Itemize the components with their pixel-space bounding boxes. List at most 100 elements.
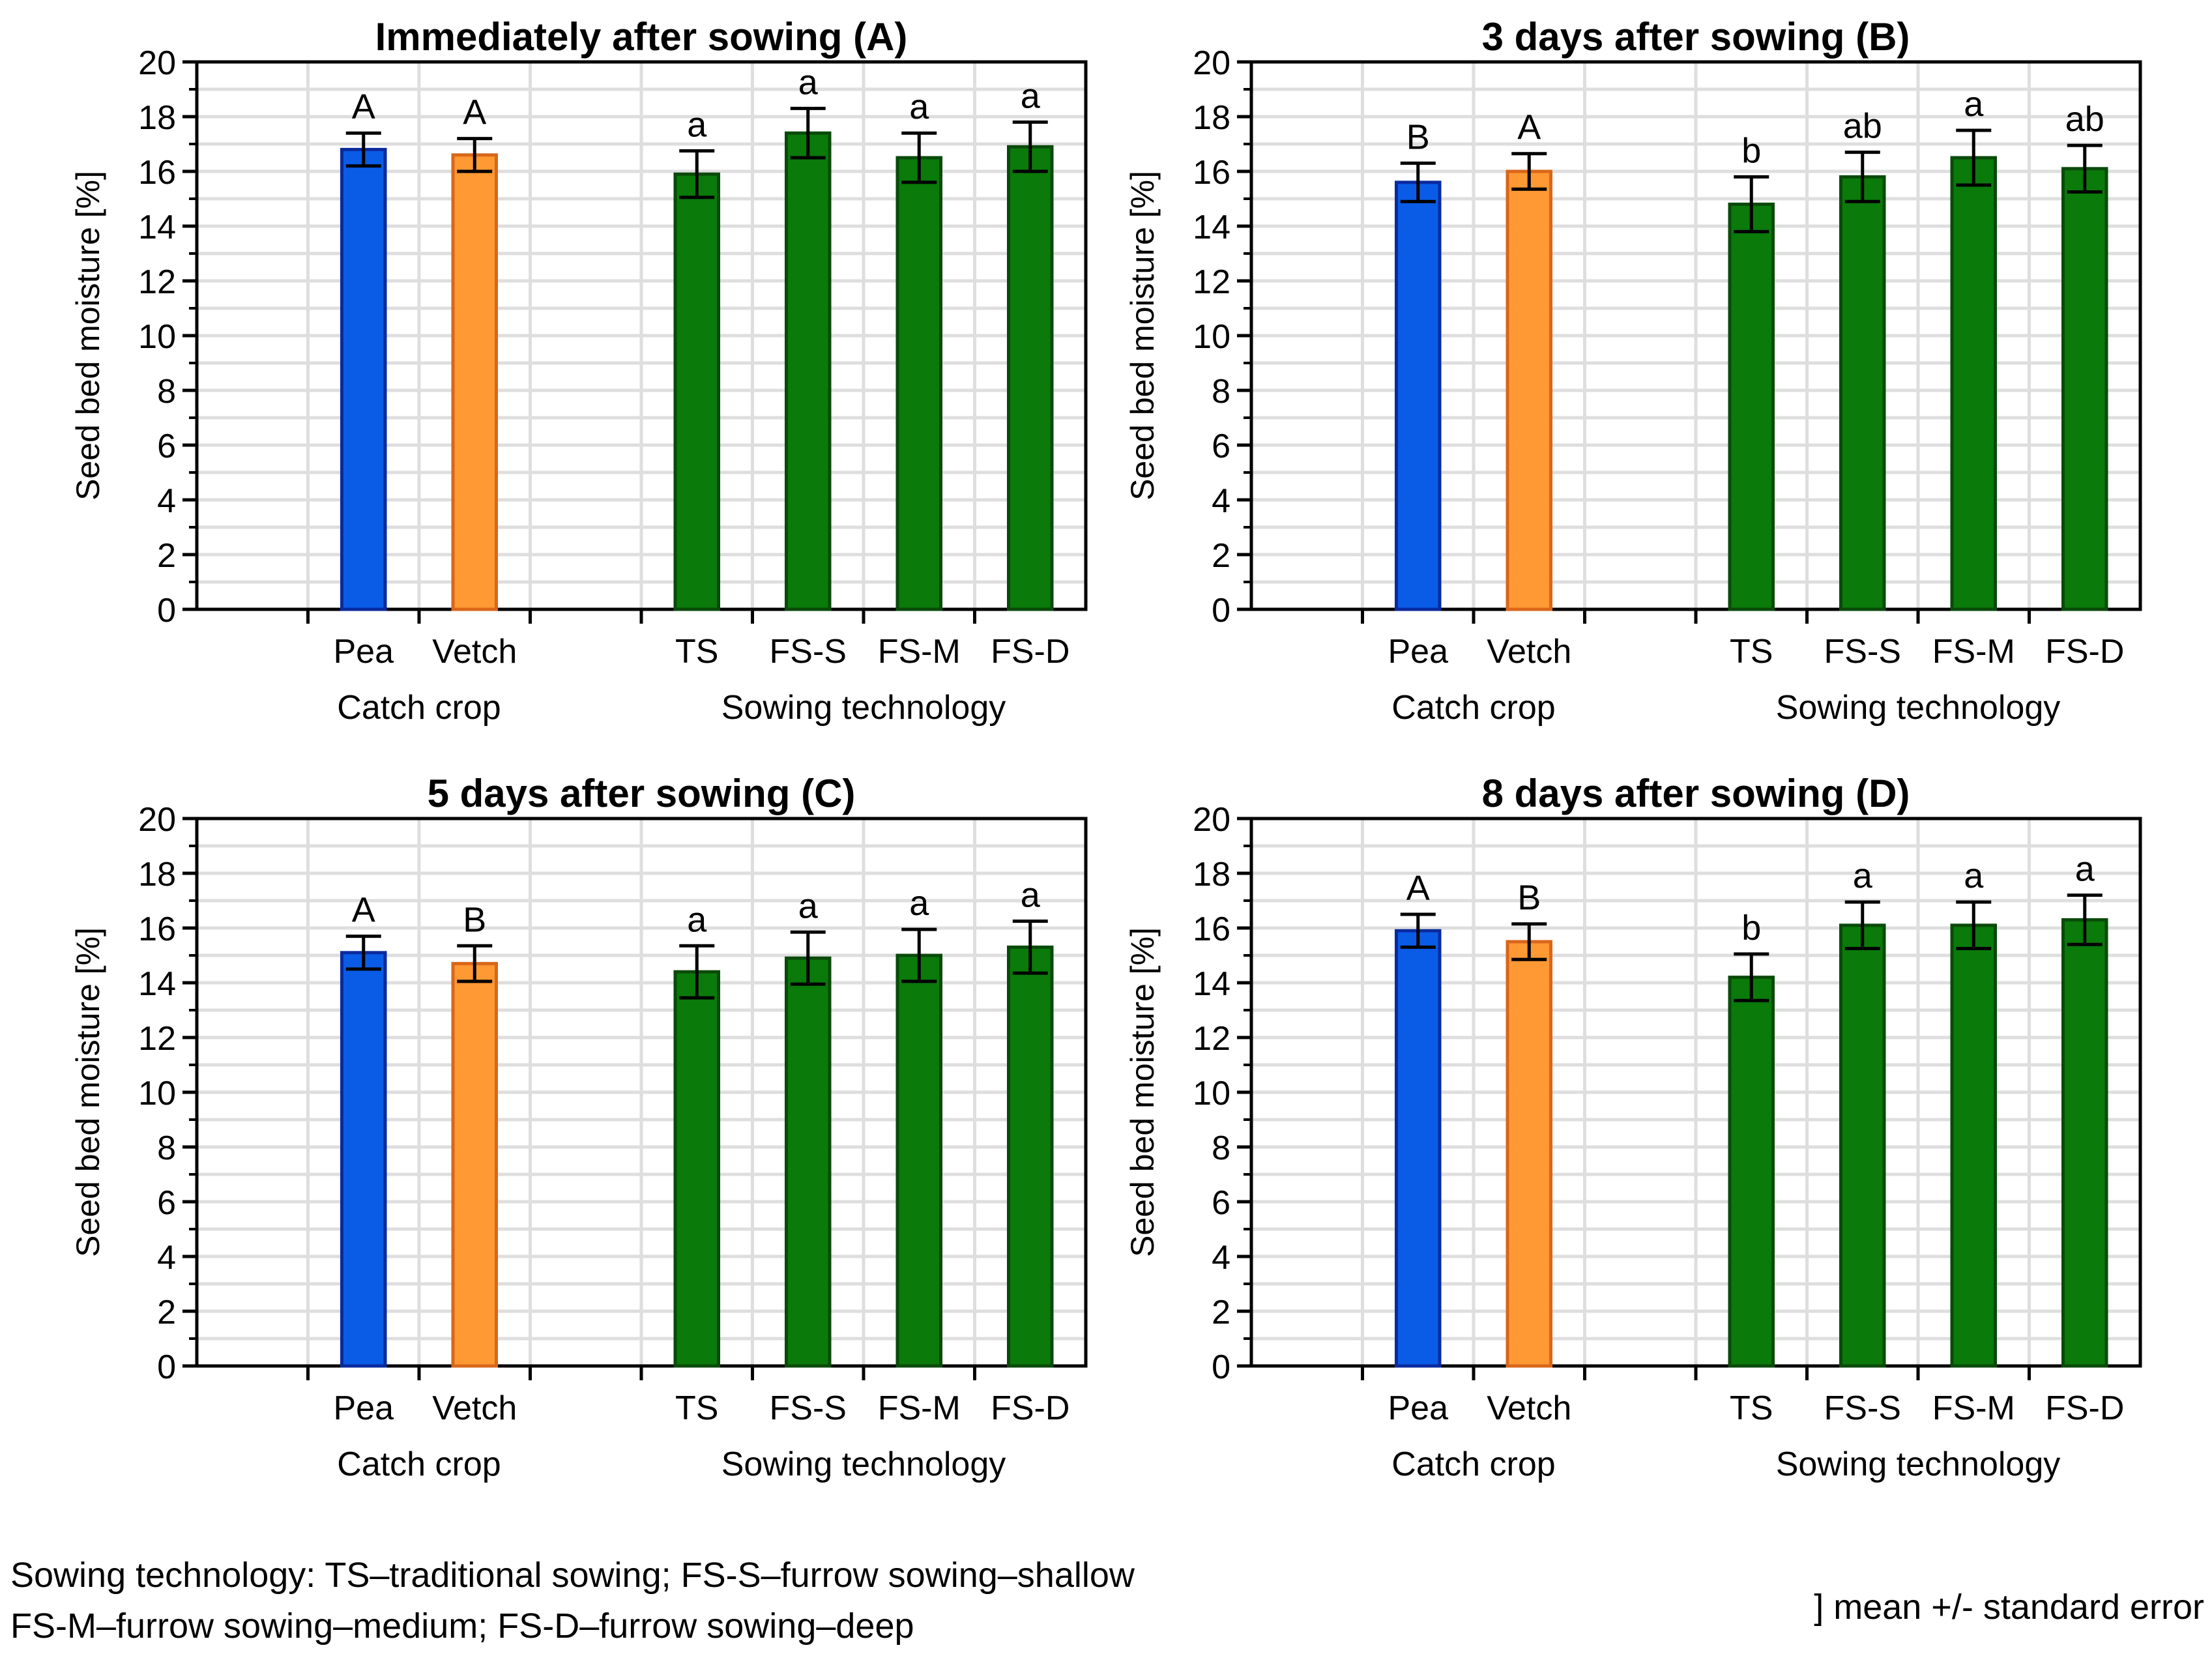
bar [673,970,720,1368]
y-tick-label: 4 [157,482,176,520]
significance-letter: b [1741,908,1761,948]
significance-letter: A [352,87,375,126]
x-tick-label: Vetch [1487,1389,1571,1427]
significance-letter: a [2075,850,2095,889]
chart-title: Immediately after sowing (A) [375,15,908,59]
significance-letter: a [909,87,929,126]
y-tick-label: 6 [157,1184,176,1222]
y-tick-label: 0 [157,592,176,630]
y-tick-label: 8 [1212,1129,1230,1167]
bar [2061,167,2108,611]
y-tick-label: 12 [138,1020,176,1058]
significance-letter: a [909,884,929,923]
x-tick-label: TS [675,1389,718,1427]
y-tick-label: 6 [1212,1184,1230,1222]
y-tick-label: 2 [157,537,176,575]
significance-letter: a [798,63,819,102]
bar [673,172,720,611]
bar [1007,945,1054,1368]
y-tick-label: 20 [138,44,176,82]
significance-letter: A [1517,108,1541,147]
x-tick-label: FS-M [1932,1389,2015,1427]
y-tick-label: 8 [157,373,176,411]
y-tick-label: 16 [1193,154,1230,192]
significance-letter: a [1021,876,1041,915]
bar [1506,169,1552,611]
significance-letter: A [463,93,486,132]
chart-panel-2: 0 2 4 6 8 10 12 14 16 18 20 3 days after sowing (B)… [1124,15,2142,727]
y-tick-label: 20 [138,801,176,839]
chart-panel-1: 0 2 4 6 8 10 12 14 16 18 20 Immediately after sowin… [70,15,1088,727]
x-tick-label: FS-S [1824,633,1901,671]
significance-letter: a [1853,856,1873,895]
footnote-line-1: Sowing technology: TS–traditional sowing… [10,1556,1135,1595]
significance-letter: ab [1843,107,1882,146]
y-tick-label: 18 [1193,856,1230,893]
y-tick-label: 4 [157,1239,176,1277]
bar [785,956,832,1368]
significance-letter: b [1741,131,1761,170]
bar [1395,181,1442,611]
bar [1839,923,1886,1368]
y-tick-label: 16 [1193,910,1230,948]
bar [1007,145,1054,611]
significance-letter: a [687,106,707,145]
bar [1506,940,1552,1368]
significance-letter: a [1964,856,1984,895]
x-tick-label: FS-M [1932,633,2015,671]
y-tick-label: 14 [138,965,176,1003]
x-tick-label: TS [1730,1389,1773,1427]
x-tick-label: TS [1730,633,1773,671]
y-axis-label: Seed bed moisture [%] [1124,927,1161,1257]
y-tick-label: 4 [1212,482,1230,520]
x-tick-label: Vetch [432,633,517,671]
significance-letter: a [1021,76,1041,115]
significance-letter: A [352,891,375,930]
significance-letter: B [1406,117,1430,156]
group-label: Sowing technology [1776,1445,2061,1483]
x-tick-label: Vetch [432,1389,517,1427]
y-tick-label: 18 [138,99,176,137]
x-tick-label: FS-D [991,633,1070,671]
y-tick-label: 18 [138,856,176,893]
x-tick-label: FS-D [2045,633,2124,671]
bar [895,156,942,611]
group-label: Catch crop [1391,1445,1555,1483]
group-label: Catch crop [337,689,501,727]
x-tick-label: Pea [333,633,394,671]
y-tick-label: 14 [1193,965,1230,1003]
y-tick-label: 8 [157,1129,176,1167]
y-tick-label: 18 [1193,99,1230,137]
x-tick-label: Vetch [1487,633,1571,671]
y-tick-label: 20 [1193,801,1230,839]
y-axis-label: Seed bed moisture [%] [1124,171,1161,501]
x-tick-label: Pea [333,1389,394,1427]
chart-title: 8 days after sowing (D) [1482,772,1910,815]
x-tick-label: FS-S [770,633,847,671]
chart-title: 5 days after sowing (C) [428,772,856,815]
y-tick-label: 2 [1212,537,1230,575]
y-axis-label: Seed bed moisture [%] [70,927,106,1257]
bar [1839,175,1886,611]
bar [340,147,387,611]
y-tick-label: 10 [138,1075,176,1112]
x-tick-label: FS-M [878,633,961,671]
bar [1395,929,1442,1368]
y-tick-label: 10 [1193,1075,1230,1112]
error-bar-legend-note: ] mean +/- standard error [1814,1588,2204,1627]
significance-letter: a [798,886,819,925]
x-tick-label: Pea [1388,1389,1448,1427]
y-tick-label: 16 [138,910,176,948]
footnote-line-2: FS-M–furrow sowing–medium; FS-D–furrow s… [10,1606,914,1646]
bar [451,962,498,1368]
x-tick-label: TS [675,633,718,671]
bar [340,951,387,1368]
chart-panel-4: 0 2 4 6 8 10 12 14 16 18 20 8 days after sowing (D)… [1124,772,2142,1483]
significance-letter: A [1406,869,1430,908]
significance-letter: a [687,900,707,939]
y-tick-label: 14 [1193,209,1230,246]
chart-title: 3 days after sowing (B) [1482,15,1910,59]
significance-letter: ab [2065,100,2104,139]
y-tick-label: 20 [1193,44,1230,82]
